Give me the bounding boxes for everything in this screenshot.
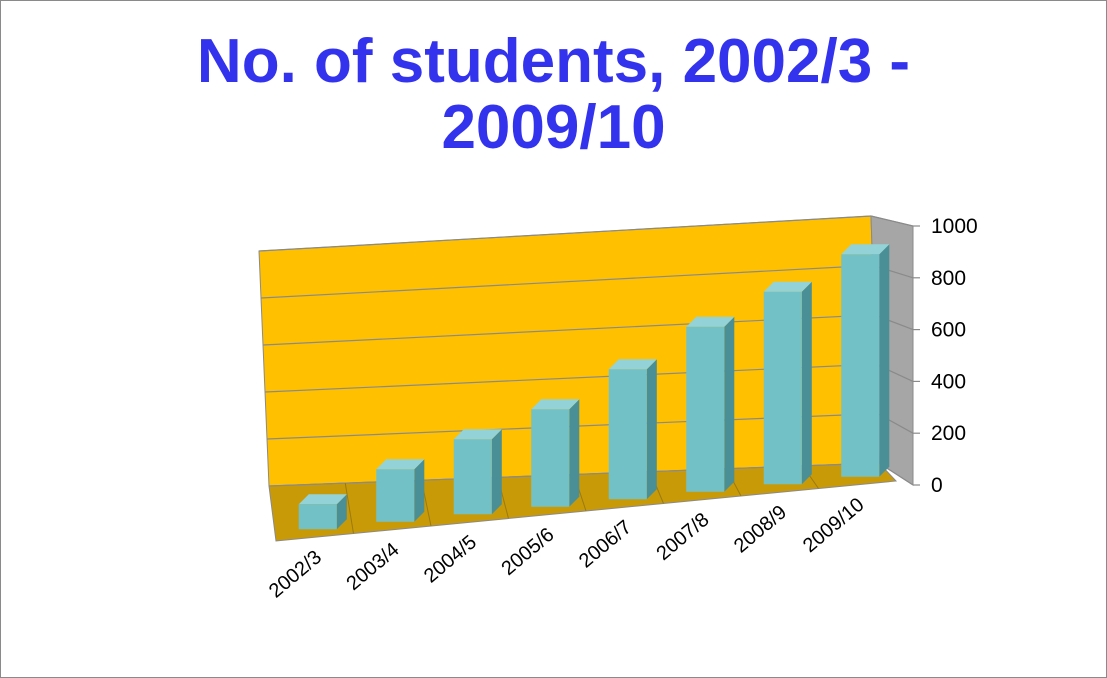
chart-title: No. of students, 2002/3 - 2009/10: [61, 29, 1046, 161]
gridline: [258, 215, 920, 252]
y-tick-label: 1000: [931, 215, 978, 238]
x-tick-label: 2006/7: [575, 516, 636, 572]
y-tick-label: 400: [931, 370, 966, 393]
bar: [686, 316, 735, 492]
x-tick-label: 2003/4: [342, 539, 403, 595]
bar: [763, 281, 812, 485]
x-tick-label: 2008/9: [730, 501, 791, 557]
x-tick-label: 2005/6: [497, 524, 558, 580]
chart-title-line-2: 2009/10: [441, 93, 666, 162]
x-tick-label: 2002/3: [265, 546, 326, 602]
x-tick-label: 2009/10: [799, 494, 869, 557]
bar: [453, 429, 502, 515]
y-tick-label: 200: [931, 422, 966, 445]
bar: [531, 399, 580, 507]
bar: [608, 359, 657, 500]
x-tick-label: 2007/8: [652, 509, 713, 565]
chart-title-line-1: No. of students, 2002/3 -: [196, 27, 911, 96]
bar: [841, 244, 890, 477]
x-tick-label: 2004/5: [420, 531, 481, 587]
y-tick-label: 800: [931, 267, 966, 290]
y-tick-label: 600: [931, 319, 966, 342]
floor-divider: [344, 483, 354, 534]
bar: [376, 459, 425, 522]
bar: [298, 494, 347, 530]
y-tick-label: 0: [931, 474, 943, 497]
